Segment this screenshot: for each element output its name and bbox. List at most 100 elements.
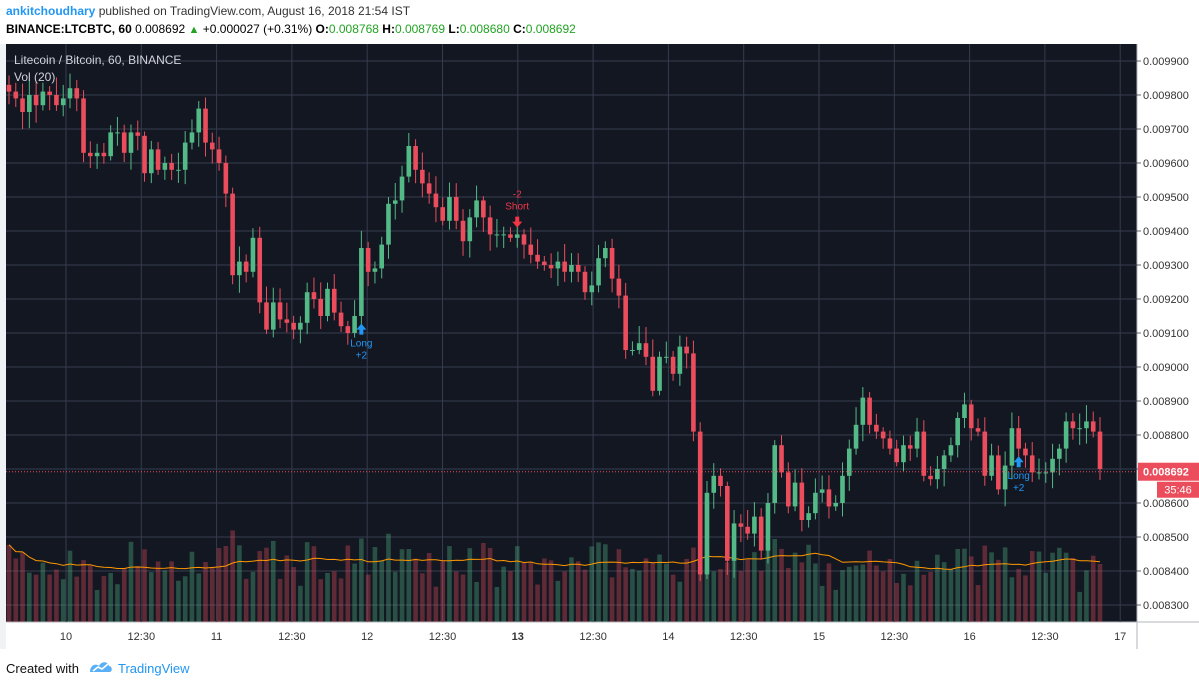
candle-body xyxy=(684,346,689,354)
volume-bar xyxy=(13,558,19,622)
volume-bar xyxy=(67,550,73,622)
candle-body xyxy=(406,146,412,177)
candle-body xyxy=(1009,428,1015,466)
candles[interactable] xyxy=(6,73,1103,582)
volume-bar xyxy=(724,562,730,622)
last-price: 0.008692 xyxy=(135,22,186,36)
volume-bar xyxy=(657,554,662,622)
candle-body xyxy=(101,152,107,157)
volume-bar xyxy=(209,567,215,622)
candle-body xyxy=(840,475,845,503)
time-tick-label: 12:30 xyxy=(128,631,156,643)
candle-body xyxy=(67,88,73,99)
countdown-label: 35:46 xyxy=(1164,485,1192,497)
volume-bar xyxy=(47,574,52,622)
candle-body xyxy=(1063,421,1069,449)
volume-bar xyxy=(1057,547,1062,622)
volume-bar xyxy=(243,578,249,622)
candle-body xyxy=(1029,455,1035,473)
candle-body xyxy=(968,404,974,429)
volume-bar xyxy=(935,554,940,622)
candle-body xyxy=(325,288,330,316)
chart-title: Litecoin / Bitcoin, 60, BINANCE xyxy=(14,53,181,67)
candle-body xyxy=(149,149,154,174)
candle-body xyxy=(121,132,127,153)
volume-bar xyxy=(968,556,974,622)
volume-bar xyxy=(474,582,479,622)
volume-bar xyxy=(813,563,818,622)
candle-body xyxy=(582,271,588,293)
volume-bar xyxy=(542,558,547,622)
candle-body xyxy=(1070,421,1076,429)
candle-body xyxy=(657,356,662,391)
ohlc-line: BINANCE:LTCBTC, 60 0.008692 ▲ +0.000027 … xyxy=(6,22,576,36)
volume-bar xyxy=(582,569,588,622)
tradingview-link[interactable]: TradingView xyxy=(118,661,190,676)
candle-body xyxy=(60,98,66,106)
volume-bar xyxy=(555,580,561,622)
chart-area[interactable]: Long +2 -2 Short Long +2 0.009900 0.009800 0.00… xyxy=(6,44,1199,649)
candle-body xyxy=(40,91,46,106)
candle-body xyxy=(806,513,811,520)
price-tick-label: 0.008300 xyxy=(1143,600,1189,612)
volume-bar xyxy=(569,557,574,622)
volume-bar xyxy=(331,571,337,622)
volume-bar xyxy=(88,565,93,622)
volume-bar xyxy=(257,551,263,622)
candle-body xyxy=(209,142,215,150)
volume-bar xyxy=(27,572,32,622)
time-tick-label: 12:30 xyxy=(429,631,457,643)
volume-bar xyxy=(1043,572,1049,622)
tradingview-logo-icon xyxy=(90,662,112,672)
candle-body xyxy=(962,404,967,418)
author-link[interactable]: ankitchoudhary xyxy=(6,4,96,18)
volume-bar xyxy=(365,574,371,622)
volume-bar xyxy=(338,578,344,622)
volume-bar xyxy=(311,546,317,622)
candle-body xyxy=(81,98,86,153)
volume-bar xyxy=(108,573,113,622)
candle-body xyxy=(894,448,900,463)
time-axis[interactable] xyxy=(6,622,1199,649)
candle-body xyxy=(589,285,595,293)
volume-bar xyxy=(291,567,296,622)
candle-body xyxy=(399,176,405,201)
candle-body xyxy=(996,455,1001,490)
volume-bar xyxy=(162,570,168,622)
volume-bar xyxy=(352,563,357,622)
candle-body xyxy=(928,475,933,480)
volume-bar xyxy=(467,548,473,622)
volume-bar xyxy=(609,577,615,622)
volume-bar xyxy=(386,533,391,622)
volume-bar xyxy=(142,549,147,622)
candle-body xyxy=(379,244,385,269)
published-text: published on TradingView.com, August 16,… xyxy=(98,4,411,18)
countdown-badge xyxy=(1157,481,1199,498)
volume-bar xyxy=(955,548,960,622)
volume-bar xyxy=(237,545,242,622)
candle-body xyxy=(697,431,703,575)
volume-bar xyxy=(677,581,683,622)
price-axis[interactable] xyxy=(1137,44,1199,622)
candle-body xyxy=(528,244,534,255)
candle-body xyxy=(792,482,798,507)
low-value: 0.008680 xyxy=(459,22,510,36)
price-tick-label: 0.009300 xyxy=(1143,260,1189,272)
volume-bar xyxy=(840,570,845,622)
candle-body xyxy=(413,146,418,170)
candle-body xyxy=(386,203,391,245)
candle-body xyxy=(603,248,608,259)
candle-body xyxy=(47,91,52,95)
price-tick-label: 0.009900 xyxy=(1143,56,1189,68)
candle-body xyxy=(874,424,879,432)
time-tick-label: 10 xyxy=(60,631,72,643)
candle-body xyxy=(88,152,93,157)
candle-body xyxy=(474,200,479,218)
candle-body xyxy=(196,108,202,133)
candle-body xyxy=(1016,428,1021,449)
candle-body xyxy=(948,445,954,456)
candle-body xyxy=(460,220,466,242)
volume-bar xyxy=(833,589,839,622)
candle-body xyxy=(542,261,547,265)
